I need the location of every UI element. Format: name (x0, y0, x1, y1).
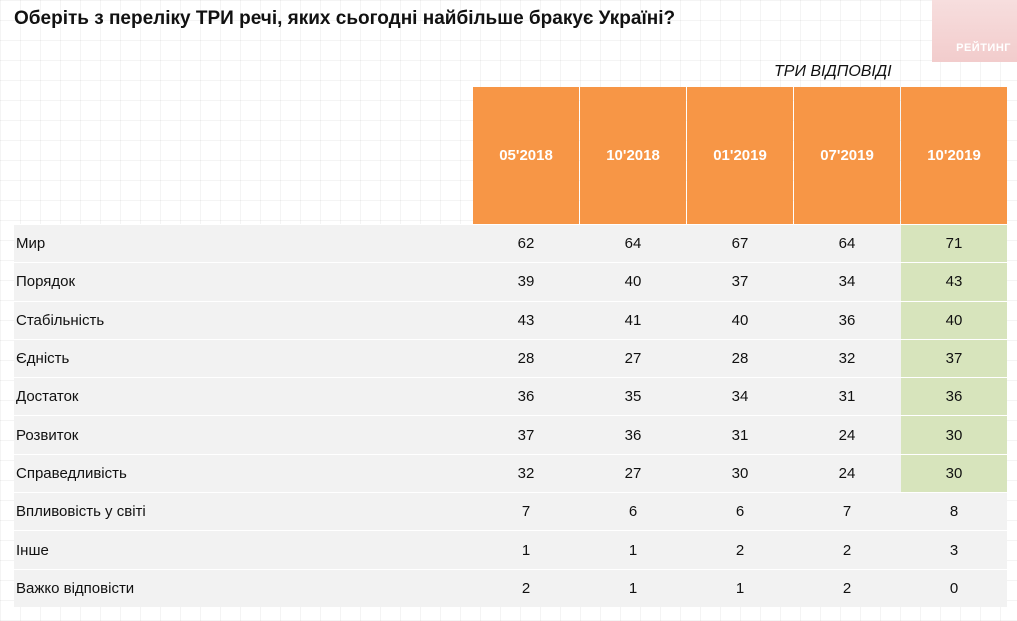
table-cell: 28 (517, 350, 535, 368)
table-cell: 62 (517, 235, 535, 253)
table-cell: 64 (624, 235, 642, 253)
row-label: Важко відповісти (16, 579, 135, 597)
table-cell: 40 (624, 273, 642, 291)
table-cell: 40 (901, 301, 1007, 339)
table-cell: 27 (624, 464, 642, 482)
row-label: Єдність (16, 350, 70, 368)
table-body: Мир 62 64 67 64 71 Порядок 39 40 37 34 43 Стабільніс… (14, 224, 1007, 607)
table-header: 05'2018 10'2018 01'2019 07'2019 10'2019 (14, 87, 1007, 224)
table-cell: 67 (731, 235, 749, 253)
table-cell: 2 (735, 541, 745, 559)
table-cell: 36 (624, 426, 642, 444)
brand-logo: РЕЙТИНГ (932, 0, 1017, 62)
table-cell: 31 (838, 388, 856, 406)
table-row: Мир 62 64 67 64 71 (14, 224, 1007, 263)
table-row: Єдність 28 27 28 32 37 (14, 338, 1007, 378)
table-row: Порядок 39 40 37 34 43 (14, 262, 1007, 301)
table-row: Розвиток 37 36 31 24 30 (14, 415, 1007, 454)
table-cell: 7 (842, 503, 852, 521)
table-cell: 34 (838, 273, 856, 291)
table-row: Важко відповісти 2 1 1 2 0 (14, 568, 1007, 607)
table-cell: 40 (731, 311, 749, 329)
answers-note: ТРИ ВІДПОВІДІ (774, 63, 892, 80)
table-row: Впливовість у світі 7 6 6 7 8 (14, 492, 1007, 531)
table-cell: 31 (731, 426, 749, 444)
column-header: 07'2019 (794, 87, 900, 224)
table-cell: 6 (628, 503, 638, 521)
table-cell: 1 (628, 579, 638, 597)
table-cell: 41 (624, 311, 642, 329)
survey-table: 05'2018 10'2018 01'2019 07'2019 10'2019 … (14, 87, 1007, 607)
table-cell: 35 (624, 388, 642, 406)
table-cell: 8 (949, 503, 959, 521)
table-row: Справедливість 32 27 30 24 30 (14, 453, 1007, 493)
row-label: Достаток (16, 388, 79, 406)
row-label: Стабільність (16, 311, 105, 329)
table-cell: 30 (901, 454, 1007, 493)
table-cell: 32 (517, 464, 535, 482)
table-cell: 39 (517, 273, 535, 291)
table-cell: 1 (628, 541, 638, 559)
logo-text: РЕЙТИНГ (956, 42, 1011, 54)
table-cell: 7 (521, 503, 531, 521)
row-label: Інше (16, 541, 49, 559)
table-cell: 30 (731, 464, 749, 482)
table-cell: 24 (838, 426, 856, 444)
table-cell: 43 (901, 263, 1007, 301)
column-header: 01'2019 (687, 87, 793, 224)
column-header: 10'2018 (580, 87, 686, 224)
table-cell: 6 (735, 503, 745, 521)
column-header: 10'2019 (901, 87, 1007, 224)
table-cell: 71 (901, 225, 1007, 263)
column-header: 05'2018 (473, 87, 579, 224)
table-cell: 1 (521, 541, 531, 559)
header-blank (14, 87, 472, 224)
table-cell: 37 (731, 273, 749, 291)
table-cell: 34 (731, 388, 749, 406)
table-cell: 2 (521, 579, 531, 597)
table-row: Інше 1 1 2 2 3 (14, 530, 1007, 569)
table-cell: 32 (838, 350, 856, 368)
table-cell: 3 (949, 541, 959, 559)
table-cell: 2 (842, 579, 852, 597)
table-row: Стабільність 43 41 40 36 40 (14, 300, 1007, 339)
table-cell: 28 (731, 350, 749, 368)
table-cell: 24 (838, 464, 856, 482)
table-cell: 37 (517, 426, 535, 444)
table-cell: 36 (901, 378, 1007, 416)
table-cell: 0 (949, 579, 959, 597)
row-label: Справедливість (16, 464, 127, 482)
table-cell: 43 (517, 311, 535, 329)
row-label: Мир (16, 235, 46, 253)
table-cell: 37 (901, 339, 1007, 378)
row-label: Порядок (16, 273, 76, 291)
table-cell: 64 (838, 235, 856, 253)
row-label: Розвиток (16, 426, 79, 444)
table-cell: 27 (624, 350, 642, 368)
table-row: Достаток 36 35 34 31 36 (14, 377, 1007, 416)
table-cell: 30 (901, 416, 1007, 454)
table-cell: 36 (517, 388, 535, 406)
row-label: Впливовість у світі (16, 503, 146, 521)
table-cell: 2 (842, 541, 852, 559)
table-cell: 1 (735, 579, 745, 597)
table-cell: 36 (838, 311, 856, 329)
page-title: Оберіть з переліку ТРИ речі, яких сьогод… (14, 8, 676, 29)
